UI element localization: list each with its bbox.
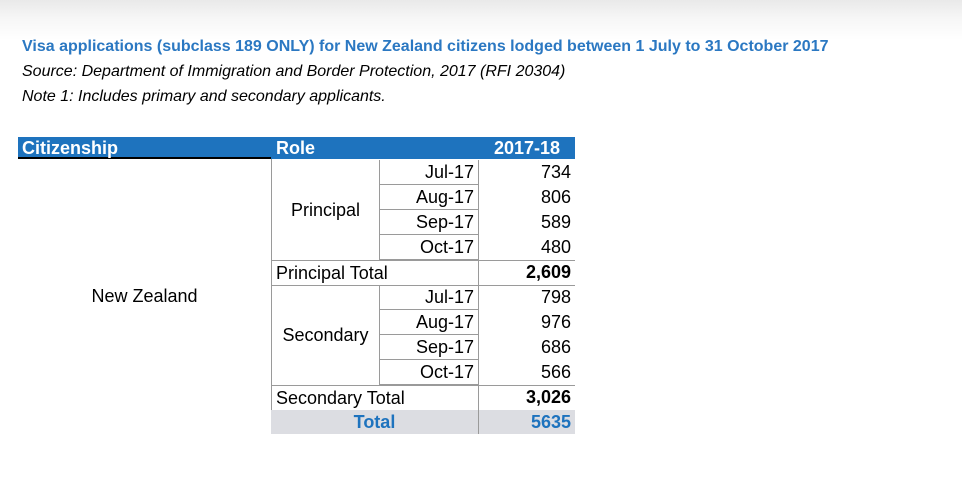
column-header-role: Role bbox=[271, 137, 479, 159]
secondary-total-label: Secondary Total bbox=[276, 388, 405, 408]
principal-total-value: 2,609 bbox=[478, 260, 575, 285]
value-cell: 589 bbox=[478, 210, 575, 235]
value-cell: 686 bbox=[478, 335, 575, 360]
citizenship-cell: New Zealand bbox=[91, 286, 198, 306]
month-cell: Jul-17 bbox=[379, 285, 478, 310]
value-cell: 798 bbox=[478, 285, 575, 310]
month-cell: Sep-17 bbox=[379, 210, 478, 235]
role-principal: Principal bbox=[290, 200, 361, 220]
row-divider bbox=[271, 385, 575, 386]
column-header-2017-18: 2017-18 bbox=[479, 137, 575, 159]
role-secondary: Secondary bbox=[282, 325, 369, 345]
month-cell: Aug-17 bbox=[379, 185, 478, 210]
top-shadow bbox=[0, 0, 962, 40]
month-cell: Oct-17 bbox=[379, 360, 478, 385]
month-cell: Sep-17 bbox=[379, 335, 478, 360]
principal-total-label: Principal Total bbox=[276, 263, 388, 283]
month-cell: Oct-17 bbox=[379, 235, 478, 260]
value-cell: 976 bbox=[478, 310, 575, 335]
note-1: Note 1: Includes primary and secondary a… bbox=[22, 88, 386, 105]
month-cell: Aug-17 bbox=[379, 310, 478, 335]
role-left-border bbox=[271, 159, 272, 410]
month-cell: Jul-17 bbox=[379, 160, 478, 185]
value-cell: 480 bbox=[478, 235, 575, 260]
source-note: Source: Department of Immigration and Bo… bbox=[22, 63, 566, 80]
secondary-total-value: 3,026 bbox=[478, 385, 575, 410]
grand-total-label: Total bbox=[353, 412, 396, 432]
row-divider bbox=[271, 260, 575, 261]
column-header-citizenship: Citizenship bbox=[18, 137, 271, 159]
row-divider bbox=[271, 285, 575, 286]
value-cell: 806 bbox=[478, 185, 575, 210]
value-cell: 566 bbox=[478, 360, 575, 385]
report-title: Visa applications (subclass 189 ONLY) fo… bbox=[22, 38, 829, 55]
grand-total-row: Total 5635 bbox=[271, 410, 575, 434]
grand-total-value: 5635 bbox=[478, 410, 575, 434]
value-cell: 734 bbox=[478, 160, 575, 185]
